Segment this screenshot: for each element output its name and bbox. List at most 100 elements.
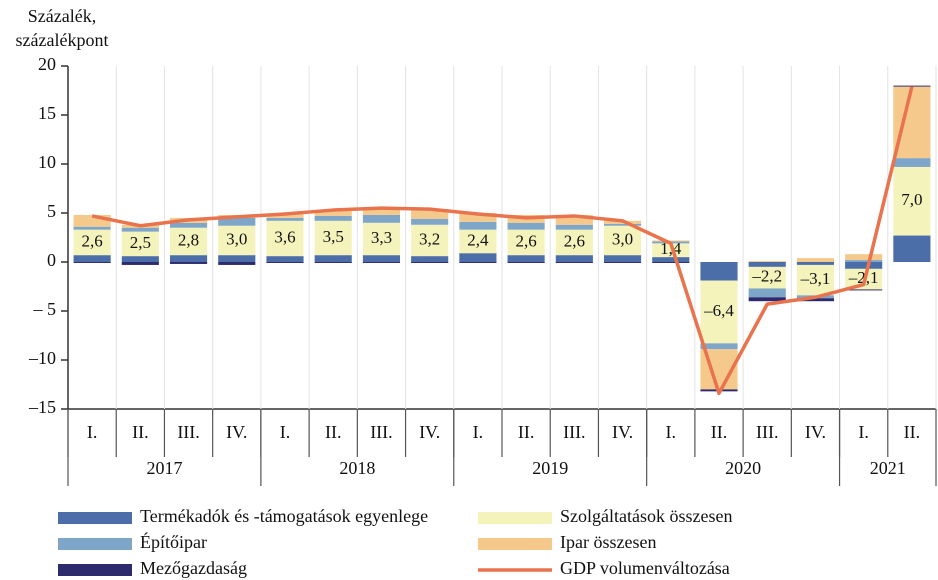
bar-segment xyxy=(121,262,159,265)
bar-segment xyxy=(652,240,690,242)
bar-segment xyxy=(845,262,883,269)
bar-segment xyxy=(748,262,786,267)
x-tick-label: II. xyxy=(132,422,149,442)
x-tick-label: II. xyxy=(518,422,535,442)
bar-segment xyxy=(169,227,208,256)
x-group-label: 2017 xyxy=(146,458,182,478)
bar-segment xyxy=(507,262,545,263)
bar-segment xyxy=(652,243,690,258)
x-tick-label: IV. xyxy=(805,422,826,442)
bar-segment xyxy=(603,223,642,226)
legend-swatch xyxy=(478,538,552,550)
y-tick-label: 5 xyxy=(47,201,56,221)
bar-segment xyxy=(266,213,304,218)
y-tick-label: –10 xyxy=(28,348,56,368)
bar-segment xyxy=(459,229,497,254)
bar-segment xyxy=(169,222,208,228)
x-tick-label: I. xyxy=(858,422,869,442)
bar-segment xyxy=(893,85,931,87)
bar-segment xyxy=(700,262,738,281)
bar-segment xyxy=(459,213,497,222)
bar-segment xyxy=(459,253,497,262)
x-tick-label: I. xyxy=(280,422,291,442)
bar-segment xyxy=(796,262,835,265)
bar-segment xyxy=(748,266,786,289)
x-tick-label: I. xyxy=(666,422,677,442)
bar-segment xyxy=(796,298,835,302)
bar-segment xyxy=(893,158,931,167)
bar-segment xyxy=(700,343,738,350)
legend-label: Építőipar xyxy=(140,531,207,552)
bar-segment xyxy=(893,235,931,262)
legend-label: Mezőgazdaság xyxy=(140,558,247,578)
value-label: 2,6 xyxy=(81,231,102,250)
value-label: 2,5 xyxy=(130,233,151,252)
bar-segment xyxy=(411,209,449,219)
gdp-line xyxy=(91,86,914,396)
x-tick-label: IV. xyxy=(612,422,633,442)
bar-segment xyxy=(507,222,545,230)
bar-segment xyxy=(652,257,690,262)
legend-swatch xyxy=(58,512,132,524)
legend-label: Termékadók és -támogatások egyenlege xyxy=(140,506,428,526)
y-tick-label: 15 xyxy=(38,103,56,123)
bar-segment xyxy=(73,262,111,263)
bar-segment xyxy=(652,262,690,263)
bar-segment xyxy=(845,254,883,261)
bar-segment xyxy=(121,227,159,232)
y-axis-title: Százalék, xyxy=(28,6,96,26)
bar-segment xyxy=(266,256,304,262)
bar-segment xyxy=(314,215,352,221)
bar-segment xyxy=(603,262,642,263)
x-group-label: 2021 xyxy=(870,458,906,478)
bar-segment xyxy=(362,262,401,263)
y-tick-label: 0 xyxy=(47,250,56,270)
bar-segment xyxy=(73,226,111,230)
value-label: 3,3 xyxy=(371,228,392,247)
value-label: 3,2 xyxy=(419,229,440,248)
bar-segment xyxy=(121,256,159,262)
value-label: 7,0 xyxy=(901,190,922,209)
y-tick-label: 10 xyxy=(38,152,56,172)
y-tick-label: – 5 xyxy=(33,299,57,319)
bar-segment xyxy=(555,262,593,263)
bar-segment xyxy=(507,229,545,256)
bar-segment xyxy=(845,289,883,291)
bar-segment xyxy=(218,225,256,256)
bar-segment xyxy=(555,229,593,256)
bar-segment xyxy=(748,261,786,262)
legend-swatch xyxy=(58,538,132,550)
legend-swatch xyxy=(478,512,552,524)
bar-segment xyxy=(555,224,593,230)
bar-segment xyxy=(218,255,256,262)
bar-segment xyxy=(459,262,497,263)
bar-segment xyxy=(169,255,208,262)
x-tick-label: II. xyxy=(711,422,728,442)
bar-segment xyxy=(411,224,449,257)
bar-segment xyxy=(73,255,111,262)
bar-segment xyxy=(796,264,835,296)
value-label: 2,8 xyxy=(178,230,199,249)
value-label: 3,6 xyxy=(274,227,295,246)
bar-segment xyxy=(748,297,786,302)
bar-segment xyxy=(218,262,256,265)
bar-segment xyxy=(796,258,835,262)
bar-segment xyxy=(507,255,545,262)
value-label: –2,2 xyxy=(751,267,782,286)
bar-segment xyxy=(603,255,642,262)
y-axis-title: százalékpont xyxy=(16,30,109,50)
x-group-label: 2019 xyxy=(532,458,568,478)
bar-segment xyxy=(459,221,497,230)
value-label: 3,5 xyxy=(323,227,344,246)
bar-segment xyxy=(893,86,931,159)
value-label: 3,0 xyxy=(612,229,633,248)
bar-segment xyxy=(266,217,304,221)
x-tick-label: IV. xyxy=(226,422,247,442)
x-tick-label: III. xyxy=(756,422,778,442)
bar-segment xyxy=(266,262,304,263)
x-tick-label: III. xyxy=(177,422,199,442)
bar-segment xyxy=(845,260,883,262)
bar-segment xyxy=(266,220,304,257)
bar-segment xyxy=(314,255,352,262)
